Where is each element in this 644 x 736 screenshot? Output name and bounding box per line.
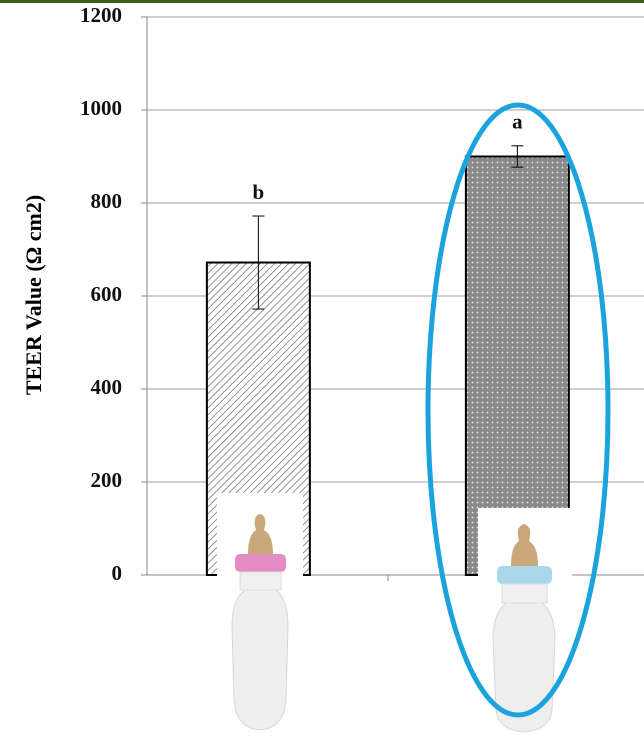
plot: 0 200 400 600 800 1000 1200 b a [80,3,644,585]
bottle-images [217,493,572,736]
y-tick-label: 1200 [80,3,122,27]
y-tick-label: 0 [112,561,123,585]
y-tick-label: 800 [91,189,123,213]
bottle-pink [217,493,303,736]
y-tick-label: 200 [91,468,123,492]
significance-letter: b [253,180,265,204]
chart: 0 200 400 600 800 1000 1200 b a TEER Value (Ω cm… [0,0,644,736]
y-tick-label: 400 [91,375,123,399]
significance-letter: a [512,110,523,134]
y-tick-label: 600 [91,282,123,306]
y-tick-label: 1000 [80,96,122,120]
y-axis-label: TEER Value (Ω cm2) [21,195,46,395]
